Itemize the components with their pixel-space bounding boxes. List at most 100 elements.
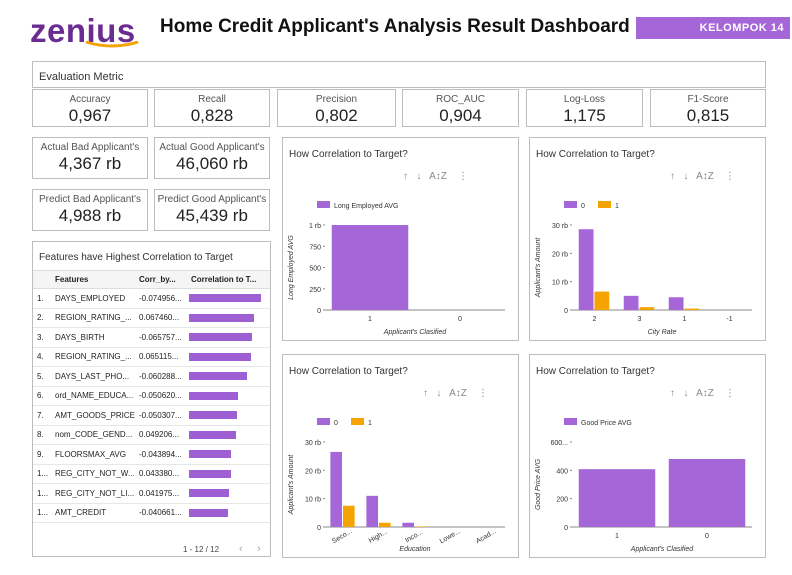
arrow-up-icon[interactable]: ↑ (670, 171, 675, 182)
corr-bar-cell (187, 288, 270, 309)
metric-value: 1,175 (563, 106, 606, 125)
feature-name: DAYS_BIRTH (51, 327, 136, 348)
y-tick-label: 200 (556, 497, 568, 504)
y-tick-label: 20 rb (552, 251, 568, 258)
x-tick-label: Lowe... (439, 528, 462, 545)
legend-swatch (598, 201, 611, 208)
row-number: 1. (33, 288, 51, 309)
chart-title: How Correlation to Target? (536, 366, 655, 377)
table-row[interactable]: 4. REGION_RATING_... 0.065115... (33, 347, 270, 367)
y-tick-label: 400 (556, 468, 568, 475)
corr-value: 0.065115... (135, 347, 188, 367)
education-chart: 0 1 0 10 rb 20 rb 30 rb Applicant's Amount Seco… (288, 418, 505, 553)
x-tick-label: 0 (705, 533, 709, 540)
corr-value: 0.067460... (135, 308, 188, 328)
chart-title: How Correlation to Target? (536, 149, 655, 160)
arrow-down-icon[interactable]: ↓ (416, 171, 422, 182)
bar (684, 308, 700, 310)
legend-swatch (351, 418, 364, 425)
predict-good-card: Predict Good Applicant's 45,439 rb (154, 189, 270, 231)
count-label: Actual Good Applicant's (159, 142, 265, 153)
table-row[interactable]: 1... REG_CITY_NOT_W... 0.043380... (33, 464, 270, 484)
feature-name: DAYS_EMPLOYED (51, 288, 136, 309)
metric-card-f1-score: F1-Score 0,815 (650, 89, 766, 127)
chart-title: How Correlation to Target? (289, 366, 408, 377)
sort-az-icon[interactable]: A↕Z (696, 171, 714, 182)
legend-swatch (317, 418, 330, 425)
legend-label: Good Price AVG (581, 420, 632, 427)
arrow-down-icon[interactable]: ↓ (436, 388, 442, 399)
sort-az-icon[interactable]: A↕Z (449, 388, 467, 399)
arrow-down-icon[interactable]: ↓ (683, 171, 689, 182)
col-header-corr[interactable]: Corr_by... (135, 270, 188, 289)
legend-swatch (317, 201, 330, 208)
table-row[interactable]: 8. nom_CODE_GEND... 0.049206... (33, 425, 270, 445)
legend-label: 1 (615, 203, 619, 210)
y-tick-label: 1 rb (309, 223, 321, 230)
row-number: 9. (33, 444, 51, 465)
table-row[interactable]: 5. DAYS_LAST_PHO... -0.060288... (33, 366, 270, 387)
sort-az-icon[interactable]: A↕Z (429, 171, 447, 182)
count-label: Predict Good Applicant's (157, 194, 267, 205)
corr-value: -0.074956... (135, 288, 188, 309)
corr-bar (189, 450, 232, 459)
count-value: 46,060 rb (176, 154, 248, 173)
y-tick-label: 0 (317, 308, 321, 315)
city-rate-chart: 0 1 0 10 rb 20 rb 30 rb Applicant's Amount 2 3 1 -… (535, 201, 752, 336)
row-number: 5. (33, 366, 51, 387)
x-tick-label: Seco... (331, 528, 353, 545)
count-value: 4,988 rb (58, 206, 122, 225)
x-tick-label: 1 (683, 316, 687, 323)
long-employed-chart: Long Employed AVG 0 250 500 750 1 rb Long Empl… (288, 201, 505, 336)
more-vert-icon[interactable]: ⋮ (725, 388, 736, 399)
y-tick-label: 20 rb (305, 468, 321, 475)
corr-bar-cell (187, 464, 270, 484)
count-label: Predict Bad Applicant's (39, 194, 141, 205)
bar (331, 225, 409, 310)
count-value: 4,367 rb (58, 154, 122, 173)
x-axis-label: Applicant's Clasified (383, 329, 448, 336)
table-row[interactable]: 1... AMT_CREDIT -0.040661... (33, 503, 270, 523)
col-header-features[interactable]: Features (51, 270, 136, 289)
next-page-icon[interactable]: › (257, 543, 261, 555)
more-vert-icon[interactable]: ⋮ (478, 388, 489, 399)
table-row[interactable]: 2. REGION_RATING_... 0.067460... (33, 308, 270, 328)
table-row[interactable]: 9. FLOORSMAX_AVG -0.043894... (33, 444, 270, 465)
arrow-down-icon[interactable]: ↓ (683, 388, 689, 399)
table-row[interactable]: 7. AMT_GOODS_PRICE -0.050307... (33, 405, 270, 426)
metric-label: ROC_AUC (436, 94, 485, 105)
row-number: 1... (33, 503, 51, 523)
x-tick-label: Acad... (475, 528, 497, 545)
metric-value: 0,802 (315, 106, 358, 125)
y-tick-label: 600... (550, 440, 568, 447)
corr-bar (189, 430, 237, 439)
table-row[interactable]: 3. DAYS_BIRTH -0.065757... (33, 327, 270, 348)
bar (594, 291, 610, 310)
x-tick-label: High... (368, 529, 389, 545)
more-vert-icon[interactable]: ⋮ (458, 171, 469, 182)
bar (668, 297, 684, 310)
table-row[interactable]: 6. ord_NAME_EDUCA... -0.050620... (33, 386, 270, 406)
arrow-up-icon[interactable]: ↑ (423, 388, 428, 399)
bar (578, 469, 656, 527)
arrow-up-icon[interactable]: ↑ (670, 388, 675, 399)
group-badge: KELOMPOK 14 (636, 17, 790, 39)
more-vert-icon[interactable]: ⋮ (725, 171, 736, 182)
col-header-correlation-bar[interactable]: Correlation to T... (187, 270, 270, 289)
x-axis-label: City Rate (648, 329, 677, 336)
metric-label: Recall (198, 94, 226, 105)
feature-name: nom_CODE_GEND... (51, 425, 136, 445)
table-row[interactable]: 1... REG_CITY_NOT_LI... 0.041975... (33, 483, 270, 504)
sort-az-icon[interactable]: A↕Z (696, 388, 714, 399)
y-tick-label: 500 (309, 266, 321, 273)
prev-page-icon[interactable]: ‹ (239, 543, 243, 555)
arrow-up-icon[interactable]: ↑ (403, 171, 408, 182)
legend-label: 0 (334, 420, 338, 427)
feature-name: DAYS_LAST_PHO... (51, 366, 136, 387)
x-axis-label: Education (399, 546, 430, 553)
legend-label: Long Employed AVG (334, 203, 398, 210)
corr-value: -0.050620... (135, 386, 188, 406)
table-row[interactable]: 1. DAYS_EMPLOYED -0.074956... (33, 288, 270, 309)
bar (343, 505, 355, 527)
